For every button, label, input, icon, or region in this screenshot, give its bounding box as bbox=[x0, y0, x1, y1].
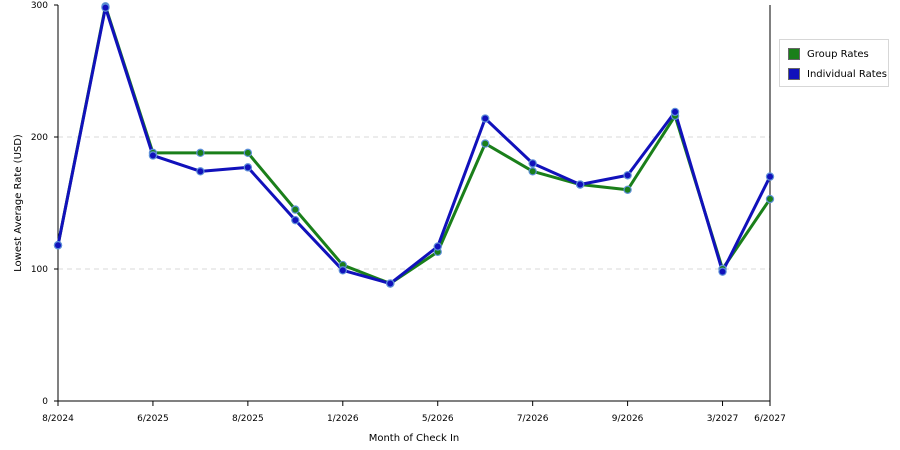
y-axis-title: Lowest Average Rate (USD) bbox=[13, 134, 24, 272]
individual-rates-point-14 bbox=[718, 267, 727, 276]
individual-rates-point-2 bbox=[148, 151, 158, 160]
x-tick-label-4: 5/2026 bbox=[422, 414, 454, 424]
group-rates-point-12 bbox=[623, 185, 632, 194]
individual-rates-point-0 bbox=[53, 241, 63, 250]
individual-rates-point-9 bbox=[481, 114, 490, 123]
individual-rates-point-8 bbox=[433, 242, 442, 251]
individual-rates-point-5 bbox=[291, 215, 300, 225]
legend-item-individual-rates: Individual Rates bbox=[788, 67, 887, 81]
plot-area bbox=[58, 5, 770, 401]
individual-rates-point-7 bbox=[386, 279, 395, 288]
x-tick-label-2: 8/2025 bbox=[232, 414, 264, 424]
group-rates-point-3 bbox=[196, 148, 205, 158]
individual-rates-point-12 bbox=[623, 171, 632, 180]
x-tick-label-3: 1/2026 bbox=[327, 414, 359, 424]
individual-rates-point-1 bbox=[101, 3, 110, 12]
y-tick-label-300: 300 bbox=[31, 1, 48, 11]
legend-swatch-individual-rates bbox=[788, 68, 800, 80]
group-rates-point-9 bbox=[481, 139, 490, 148]
individual-rates-point-13 bbox=[670, 107, 680, 117]
x-tick-label-1: 6/2025 bbox=[137, 414, 169, 424]
group-rates-point-15 bbox=[765, 194, 775, 204]
x-axis-title: Month of Check In bbox=[369, 433, 460, 444]
chart-legend: Group Rates Individual Rates bbox=[779, 39, 889, 87]
x-tick-label-8: 6/2027 bbox=[754, 414, 786, 424]
individual-rates-point-6 bbox=[338, 266, 347, 275]
x-tick-label-5: 7/2026 bbox=[517, 414, 549, 424]
individual-rates-point-11 bbox=[575, 180, 585, 189]
group-rates-point-5 bbox=[291, 205, 300, 214]
x-tick-label-0: 8/2024 bbox=[42, 414, 74, 424]
x-tick-label-6: 9/2026 bbox=[612, 414, 644, 424]
y-tick-label-200: 200 bbox=[31, 133, 48, 143]
y-tick-label-0: 0 bbox=[42, 397, 48, 407]
individual-rates-point-3 bbox=[196, 167, 205, 176]
individual-rates-point-15 bbox=[765, 172, 775, 181]
y-tick-label-100: 100 bbox=[31, 265, 48, 275]
series-line-group-rates bbox=[56, 4, 772, 286]
x-tick-label-7: 3/2027 bbox=[707, 414, 739, 424]
group-rates-point-4 bbox=[243, 148, 253, 158]
legend-label-individual-rates: Individual Rates bbox=[807, 68, 888, 80]
group-rates-point-10 bbox=[528, 167, 537, 176]
legend-swatch-group-rates bbox=[788, 48, 800, 60]
series-line-individual-rates bbox=[56, 6, 772, 286]
individual-rates-point-4 bbox=[243, 163, 253, 172]
legend-label-group-rates: Group Rates bbox=[807, 48, 869, 60]
legend-item-group-rates: Group Rates bbox=[788, 47, 869, 61]
individual-rates-point-10 bbox=[528, 159, 537, 168]
